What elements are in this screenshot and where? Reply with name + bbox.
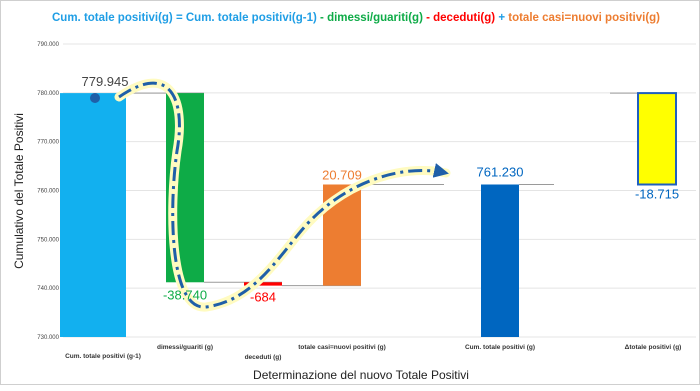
y-axis-ticks: 730.000 740.000 750.000 760.000 770.000 780.0… (37, 42, 59, 341)
label-dimessi: -38.740 (163, 287, 207, 302)
chart-title-part-1: = (173, 12, 186, 24)
label-cum-prev: 779.945 (82, 74, 129, 89)
y-tick-label: 740.000 (37, 286, 59, 292)
x-category-label: dimessi/guariti (g) (157, 344, 213, 351)
y-tick-label: 780.000 (37, 91, 59, 97)
x-category-label: Δtotale positivi (g) (625, 344, 682, 351)
bar-delta (637, 92, 677, 186)
bar-deceduti (244, 282, 282, 286)
x-category-label: totale casi=nuovi positivi (g) (298, 344, 386, 351)
flow-arrows (90, 78, 451, 312)
bars (60, 92, 677, 337)
chart-title: Cum. totale positivi(g) = Cum. totale po… (52, 12, 660, 24)
y-tick-label: 760.000 (37, 189, 59, 195)
label-delta: -18.715 (635, 186, 679, 201)
x-axis-label: Determinazione del nuovo Totale Positivi (253, 368, 469, 382)
chart-title-part-5: + (495, 12, 508, 24)
y-tick-label: 730.000 (37, 335, 59, 341)
x-category-label: Cum. totale positivi (g-1) (65, 353, 141, 360)
chart-title-part-4: - deceduti(g) (423, 12, 495, 24)
y-tick-label: 770.000 (37, 140, 59, 146)
bar-cum-new (481, 184, 519, 337)
y-tick-label: 790.000 (37, 42, 59, 48)
label-nuovi: 20.709 (322, 167, 362, 182)
chart-title-part-2: Cum. totale positivi(g-1) (186, 12, 317, 24)
label-cum-new: 761.230 (477, 164, 524, 179)
x-category-label: Cum. totale positivi (g) (465, 344, 535, 351)
data-labels: 779.945 -38.740 -684 20.709 761.230 -18.715 (82, 74, 680, 305)
y-tick-label: 750.000 (37, 237, 59, 243)
chart-title-part-3: - dimessi/guariti(g) (317, 12, 423, 24)
chart-title-part-6: totale casi=nuovi positivi(g) (508, 12, 660, 24)
bar-cum-prev (60, 93, 126, 337)
label-deceduti: -684 (250, 290, 276, 305)
flow-arrow-1 (118, 81, 449, 309)
chart-title-part-0: Cum. totale positivi(g) (52, 12, 173, 24)
x-category-label: deceduti (g) (245, 354, 282, 361)
flow-arrow-start-dot (90, 93, 100, 103)
y-axis-label: Cumulativo del Totale Positivi (12, 113, 26, 269)
x-axis-categories: Cum. totale positivi (g-1) dimessi/guarit… (65, 344, 681, 361)
